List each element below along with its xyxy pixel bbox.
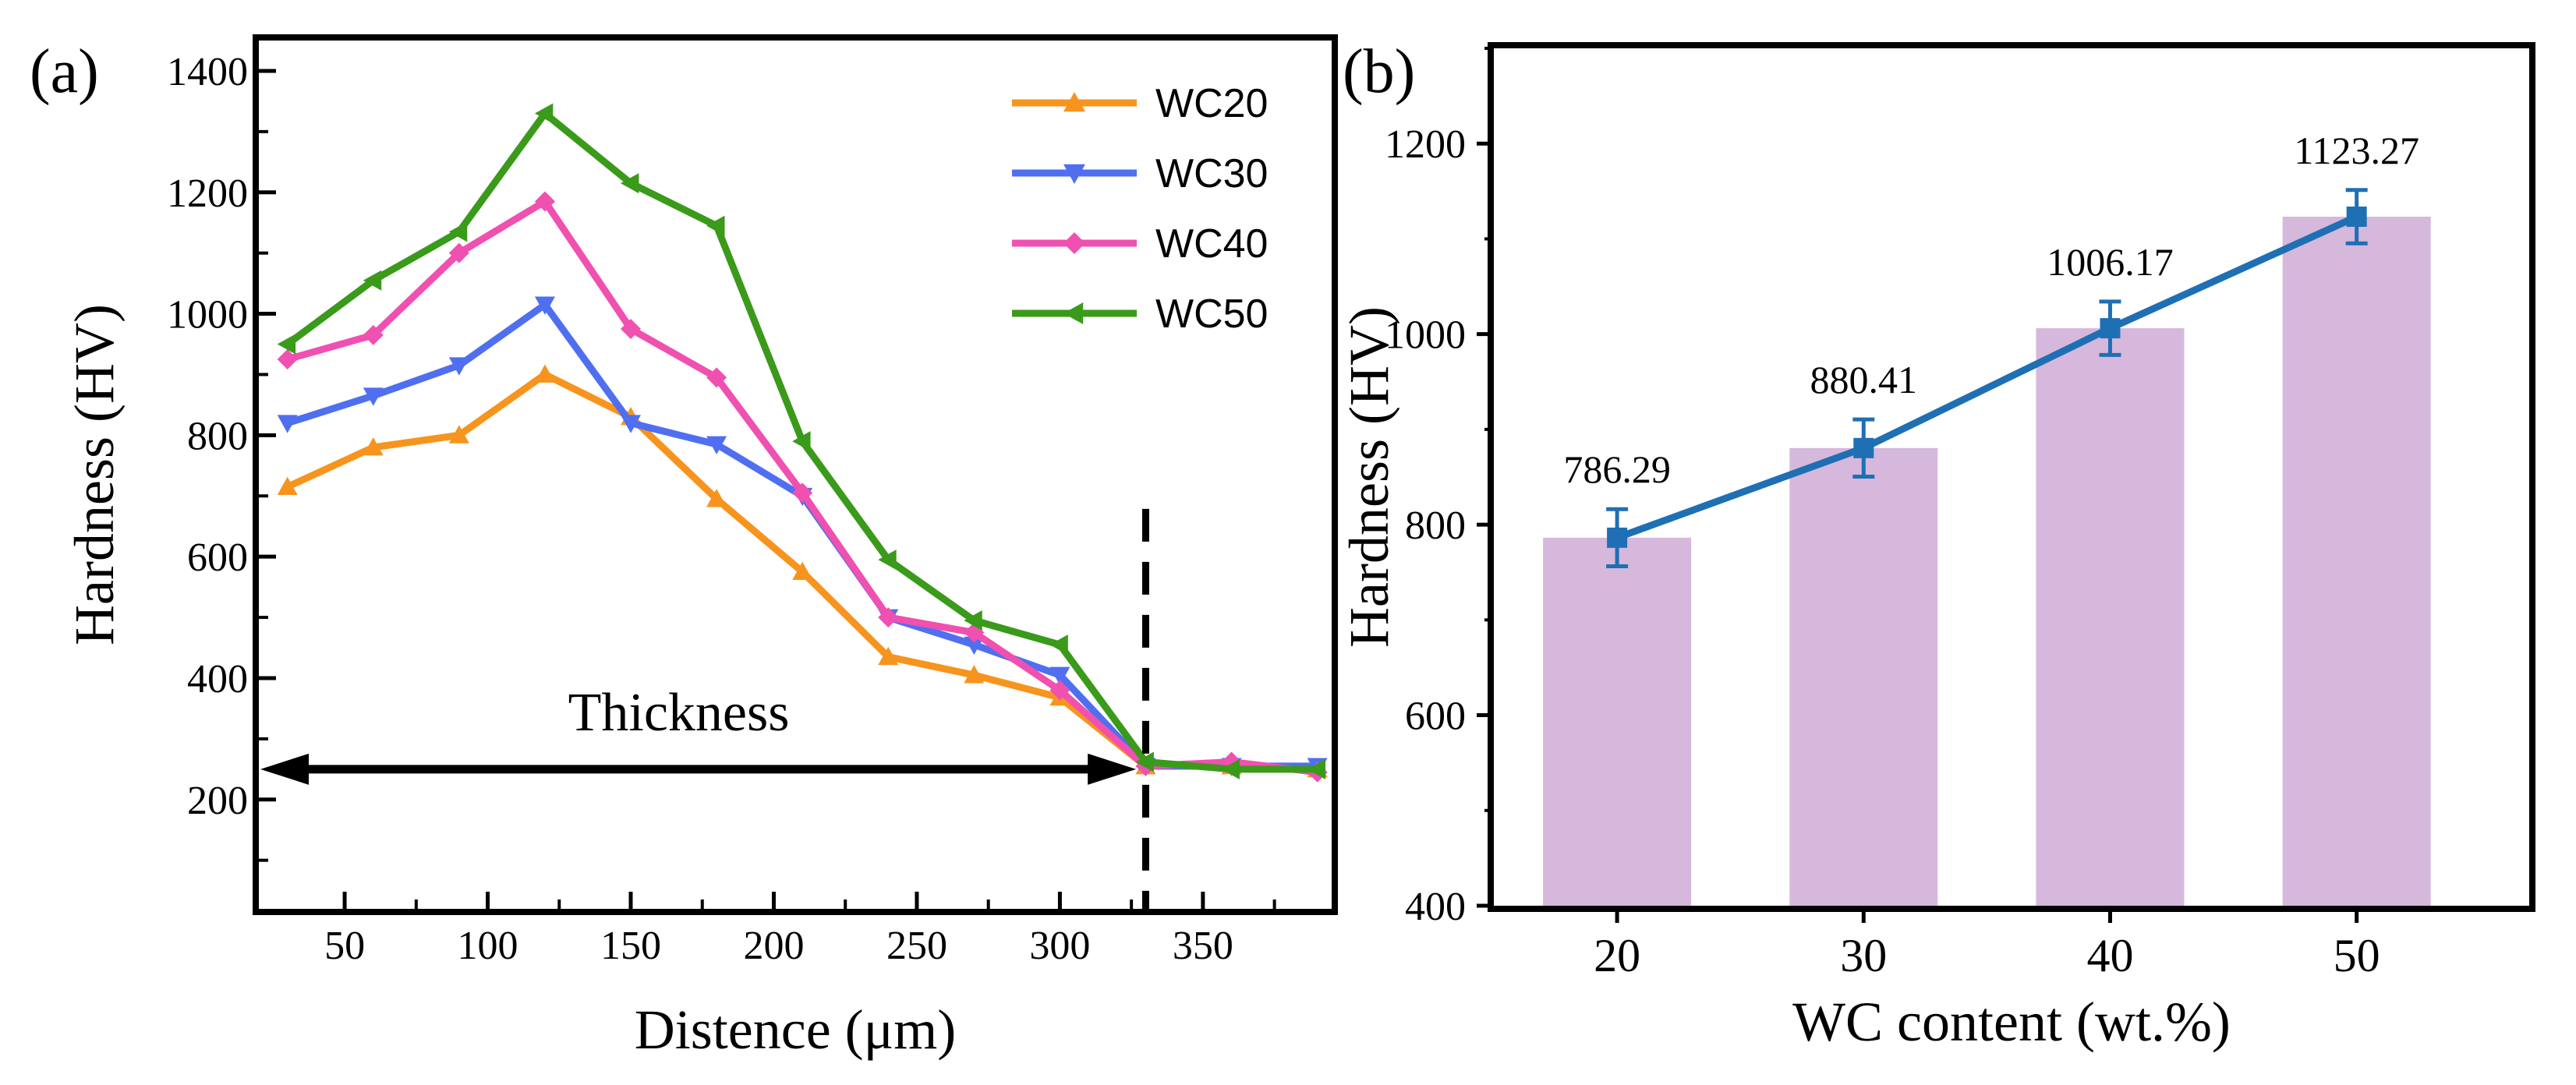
x-tick-label-50: 50 [2334, 930, 2380, 981]
value-label-30: 880.41 [1810, 358, 1918, 401]
series-point-WC20-8 [964, 665, 985, 684]
series-point-WC20-2 [448, 425, 469, 444]
panel-a-legend: WC20 WC30 WC40 WC50 [1012, 81, 1268, 337]
panel-b-frame [1488, 42, 2535, 912]
series-point-WC50-11 [1221, 758, 1240, 779]
legend-label-WC50: WC50 [1155, 292, 1268, 337]
x-tick-label-350: 350 [1173, 924, 1233, 968]
x-tick-label-100: 100 [458, 924, 518, 968]
y-tick-label-1200: 1200 [167, 171, 248, 216]
legend-marker-WC50 [1063, 302, 1084, 324]
x-tick-label-250: 250 [886, 924, 947, 968]
y-tick-label-1200: 1200 [1385, 122, 1466, 167]
panel-a-label: (a) [30, 37, 99, 106]
series-point-WC50-6 [792, 431, 811, 452]
series-point-WC30-3 [534, 296, 555, 315]
y-tick-label-600: 600 [187, 535, 248, 580]
series-point-WC30-4 [621, 415, 642, 433]
series-point-WC40-3 [534, 191, 555, 212]
panel-a-x-axis-title: Distence (μm) [635, 998, 956, 1061]
series-point-WC40-4 [621, 319, 642, 340]
series-point-WC20-0 [277, 476, 298, 495]
x-tick-label-200: 200 [743, 924, 804, 968]
series-point-WC40-2 [448, 242, 469, 263]
panel-a-y-axis-title: Hardness (HV) [63, 304, 126, 645]
y-tick-label-400: 400 [187, 657, 248, 702]
y-tick-label-1000: 1000 [167, 293, 248, 338]
series-point-WC20-1 [363, 436, 384, 456]
bar-20 [1543, 537, 1692, 906]
panel-b-x-axis-title: WC content (wt.%) [1792, 991, 2231, 1053]
series-point-WC50-4 [621, 173, 639, 194]
series-point-WC20-5 [706, 489, 727, 507]
data-point-20 [1607, 527, 1628, 548]
bar-50 [2282, 217, 2431, 907]
series-point-WC50-1 [363, 270, 382, 291]
series-point-WC20-6 [792, 561, 813, 581]
trend-line [1615, 213, 2358, 542]
series-point-WC50-7 [878, 550, 897, 571]
bar-30 [1789, 447, 1938, 906]
panel-b-y-axis-title: Hardness (HV) [1338, 306, 1400, 648]
panel-b-hardness-vs-content: (b) 786.29 880.41 1006.17 1123.27 20 30 40 50 4… [1338, 37, 2535, 1053]
series-point-WC50-5 [706, 215, 725, 236]
series-point-WC30-0 [277, 415, 298, 433]
series-point-WC50-12 [1307, 758, 1326, 779]
x-tick-label-40: 40 [2086, 930, 2133, 981]
y-tick-label-600: 600 [1405, 694, 1466, 739]
value-label-20: 786.29 [1563, 447, 1671, 491]
data-point-30 [1853, 437, 1874, 458]
thickness-arrow-left-head [260, 753, 309, 785]
series-point-WC30-1 [363, 387, 384, 406]
y-tick-label-200: 200 [187, 779, 248, 823]
legend-label-WC30: WC30 [1155, 151, 1268, 196]
series-point-WC40-7 [878, 607, 899, 628]
y-tick-label-1400: 1400 [167, 50, 248, 94]
bar-40 [2036, 328, 2185, 906]
panel-a-frame [253, 34, 1338, 915]
data-point-50 [2346, 207, 2367, 228]
series-point-WC30-5 [706, 436, 727, 455]
legend-marker-WC30 [1063, 164, 1085, 184]
legend-marker-WC40 [1063, 232, 1085, 254]
series-point-WC50-2 [448, 221, 468, 242]
series-point-WC50-10 [1135, 751, 1154, 772]
x-tick-label-50: 50 [324, 924, 365, 968]
series-point-WC40-5 [706, 367, 727, 388]
series-point-WC40-9 [1049, 680, 1070, 701]
panel-b-label: (b) [1343, 37, 1415, 106]
thickness-label: Thickness [568, 683, 790, 743]
data-point-40 [2100, 318, 2121, 339]
series-point-WC40-6 [792, 482, 813, 504]
legend-label-WC20: WC20 [1155, 81, 1268, 126]
x-tick-label-300: 300 [1029, 924, 1090, 968]
thickness-arrow-right-head [1088, 753, 1137, 785]
panel-a-hardness-profile: (a) Thickness 50 100 150 200 250 300 350 200 400… [30, 34, 1338, 1061]
series-point-WC50-8 [964, 610, 982, 631]
series-point-WC20-3 [534, 364, 555, 383]
series-point-WC50-0 [277, 334, 296, 355]
series-point-WC40-0 [277, 348, 298, 369]
series-point-WC30-8 [964, 636, 985, 656]
legend-marker-WC20 [1063, 92, 1085, 112]
series-point-WC50-3 [534, 103, 554, 124]
x-tick-label-20: 20 [1594, 930, 1640, 981]
series-point-WC30-2 [448, 357, 469, 376]
value-label-40: 1006.17 [2047, 240, 2174, 284]
y-tick-label-800: 800 [1405, 504, 1466, 548]
series-point-WC20-7 [878, 646, 899, 666]
series-line-WC30 [286, 301, 1318, 770]
series-point-WC50-9 [1049, 634, 1068, 656]
y-tick-label-400: 400 [1405, 885, 1466, 929]
series-point-WC30-9 [1049, 666, 1070, 686]
x-tick-label-30: 30 [1840, 930, 1887, 981]
x-tick-label-150: 150 [600, 924, 661, 968]
legend-label-WC40: WC40 [1155, 221, 1268, 267]
series-point-WC40-1 [363, 324, 384, 345]
y-tick-label-800: 800 [187, 414, 248, 458]
value-label-50: 1123.27 [2294, 129, 2419, 172]
y-tick-label-1000: 1000 [1385, 313, 1466, 358]
